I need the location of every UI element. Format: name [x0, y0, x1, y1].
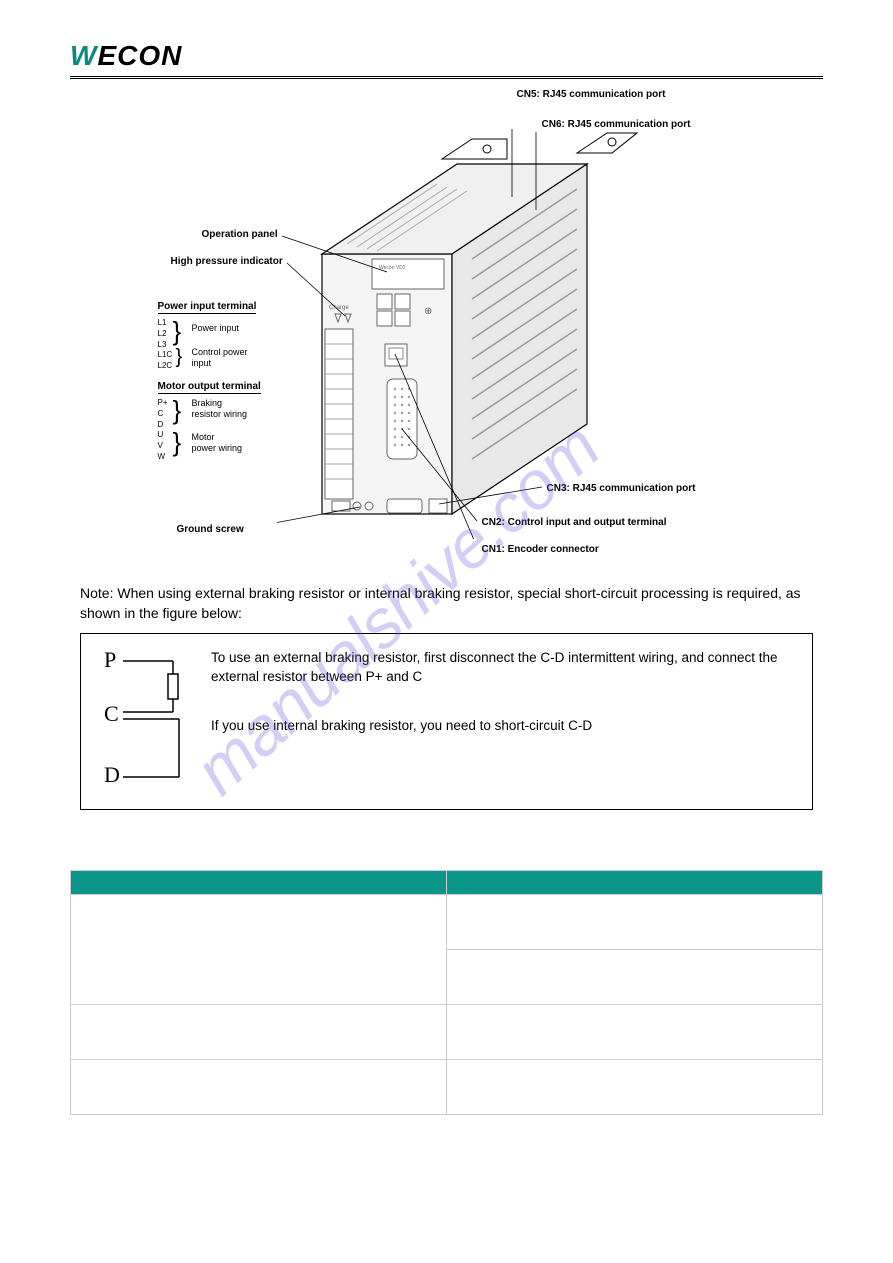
svg-text:⊕: ⊕ — [424, 306, 432, 317]
pins-motor: UVW — [158, 429, 166, 462]
label-cn5: CN5: RJ45 communication port — [517, 89, 666, 100]
device-svg: Wecon VD2 ⊕ Charge — [277, 129, 647, 539]
wiring-text-1: To use an external braking resistor, fir… — [211, 649, 792, 687]
table-cell-r1c2 — [447, 895, 823, 950]
label-op-panel: Operation panel — [202, 229, 278, 240]
logo: WECON — [70, 40, 182, 72]
diagram-container: CN5: RJ45 communication port CN6: RJ45 c… — [70, 89, 823, 564]
sublabel-power-input: Power input — [192, 323, 240, 333]
table-cell-r1c1 — [71, 895, 447, 1005]
logo-text: ECON — [97, 40, 182, 71]
table-cell-r3c1 — [71, 1005, 447, 1060]
label-motor-output-terminal: Motor output terminal — [158, 381, 261, 394]
table-cell-r4c1 — [71, 1060, 447, 1115]
terminal-c: C — [104, 701, 119, 726]
servo-drive-diagram: CN5: RJ45 communication port CN6: RJ45 c… — [147, 89, 747, 564]
svg-text:Charge: Charge — [329, 305, 349, 311]
label-power-input-terminal: Power input terminal — [158, 301, 257, 314]
note-text: Note: When using external braking resist… — [70, 584, 823, 623]
table-cell-r3c2 — [447, 1005, 823, 1060]
pins-control-power: L1CL2C — [158, 349, 173, 371]
terminal-p: P — [104, 649, 116, 672]
wiring-instructions: To use an external braking resistor, fir… — [211, 649, 792, 794]
wiring-pcd-diagram: P C D — [101, 649, 191, 794]
table-cell-r4c2 — [447, 1060, 823, 1115]
table-header-1 — [71, 871, 447, 895]
sublabel-braking: Brakingresistor wiring — [192, 398, 248, 420]
label-cn1: CN1: Encoder connector — [482, 544, 599, 555]
sublabel-control-power: Control powerinput — [192, 347, 248, 369]
logo-accent: W — [70, 40, 97, 71]
label-hp-indicator: High pressure indicator — [171, 256, 283, 267]
wiring-diagram-box: P C D To use an external braking resisto… — [80, 633, 813, 810]
sublabel-motor: Motorpower wiring — [192, 432, 243, 454]
logo-bar: WECON — [70, 40, 823, 79]
svg-text:Wecon VD2: Wecon VD2 — [379, 265, 406, 271]
spec-table — [70, 870, 823, 1115]
terminal-d: D — [104, 762, 120, 787]
table-cell-r2c2 — [447, 950, 823, 1005]
label-ground-screw: Ground screw — [177, 524, 244, 535]
pins-power-input: L1L2L3 — [158, 317, 167, 350]
table-header-2 — [447, 871, 823, 895]
wiring-text-2: If you use internal braking resistor, yo… — [211, 717, 792, 736]
pins-braking: P+CD — [158, 397, 168, 430]
